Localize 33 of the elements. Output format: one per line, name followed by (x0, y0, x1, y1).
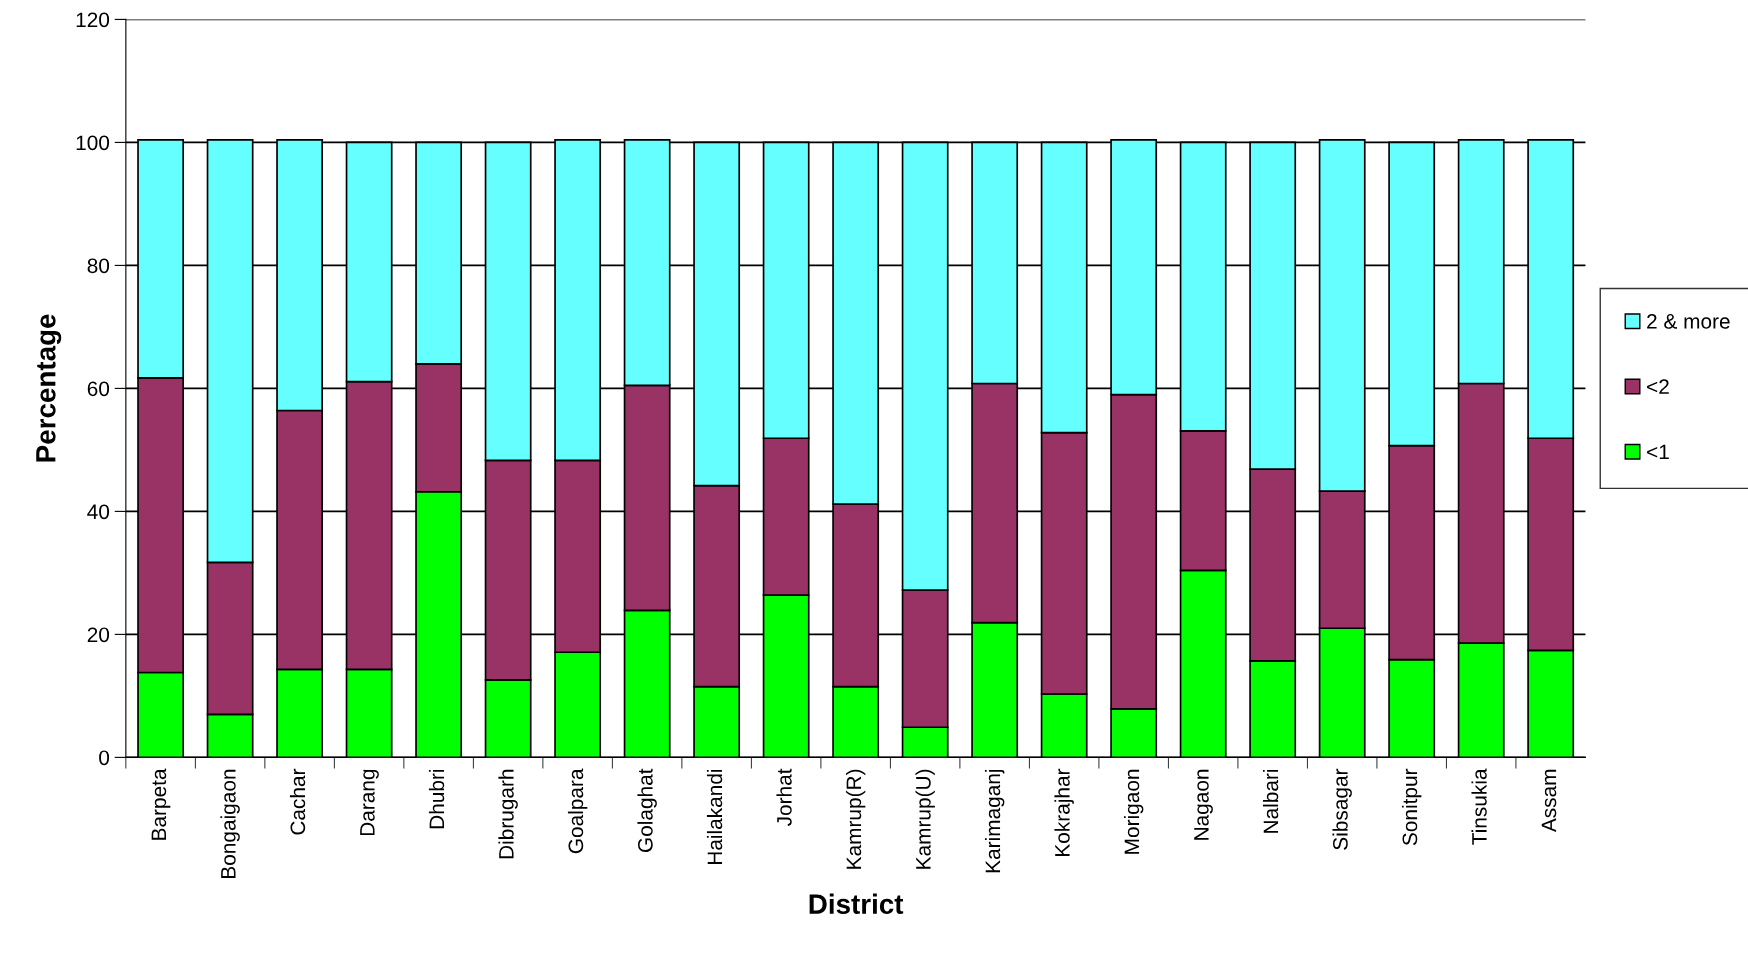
x-tick-label: Kokrajhar (1054, 768, 1074, 856)
x-tick-label: Assam (1541, 769, 1557, 833)
x-tick-label: Nagaon (1194, 769, 1213, 840)
y-tick-label: 120 (76, 12, 110, 28)
legend-label: <2 (1647, 379, 1669, 394)
y-tick-label: 60 (87, 381, 110, 397)
y-tick-label: 80 (87, 258, 110, 274)
x-tick-label: Barpeta (151, 768, 171, 840)
x-tick-label: Golaghat (637, 768, 657, 852)
legend-label: <1 (1647, 444, 1669, 460)
x-tick-label: Dibrugarh (498, 769, 518, 859)
y-tick-label: 40 (87, 504, 110, 520)
x-tick-label: Bongaigaon (220, 769, 240, 878)
x-tick-label: Hailakandi (706, 769, 723, 865)
y-tick-label: 100 (76, 135, 110, 151)
x-tick-label: Kamrup(R) (845, 769, 866, 869)
x-axis-title: District (809, 893, 904, 914)
x-tick-label: Sibsagar (1332, 768, 1352, 850)
y-tick-label: 0 (99, 750, 110, 766)
x-tick-label: Jorhat (776, 768, 792, 827)
x-tick-label: Tinsukia (1471, 768, 1487, 845)
legend-label: 2 & more (1647, 313, 1730, 329)
x-tick-label: Sonitpur (1401, 768, 1422, 846)
x-tick-label: Nalbari (1262, 769, 1279, 833)
x-tick-label: Dhubri (428, 769, 445, 829)
x-tick-label: Kamrup(U) (915, 769, 935, 869)
x-tick-label: Morigaon (1123, 769, 1144, 854)
x-tick-label: Cachar (289, 768, 306, 835)
y-tick-label: 20 (87, 627, 110, 643)
x-tick-label: Darang (360, 769, 379, 836)
y-axis-title: Percentage (36, 314, 62, 462)
x-tick-label: Karimaganj (984, 769, 1005, 873)
x-tick-label: Goalpara (567, 768, 588, 854)
